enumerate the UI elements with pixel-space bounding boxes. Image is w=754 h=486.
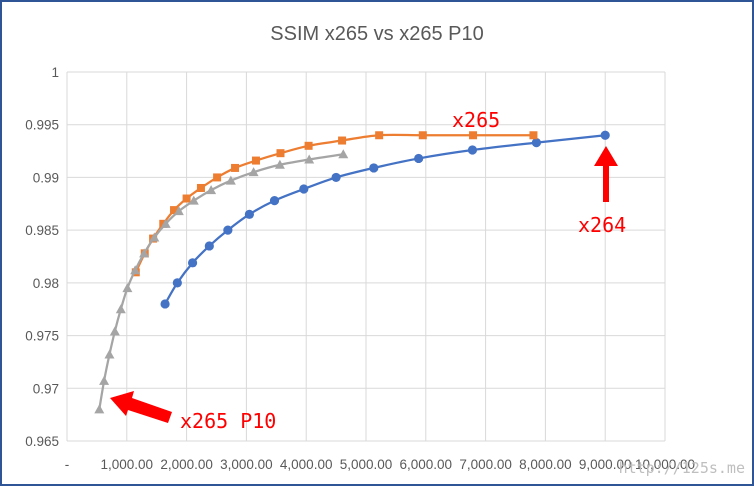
x-tick-label: 4,000.00: [280, 457, 333, 472]
data-point-x265_p10: [160, 218, 171, 228]
data-point-x265_p10: [304, 154, 315, 164]
y-tick-label: 0.975: [25, 329, 59, 344]
data-point-x264: [269, 196, 280, 206]
data-point-x265: [529, 131, 538, 140]
data-point-x264: [160, 299, 170, 309]
data-point-x264: [369, 163, 379, 173]
x-tick-label: 2,000.00: [160, 457, 213, 472]
watermark-text: http://125s.me: [619, 459, 745, 477]
x-tick-label: 10,000.00: [635, 457, 695, 472]
y-tick-label: 0.98: [33, 276, 59, 291]
series-layer: [94, 130, 610, 414]
data-point-x264: [187, 258, 198, 268]
data-point-x265: [276, 149, 285, 158]
data-point-x265: [304, 141, 313, 150]
annotation-x265-p10-arrow: [110, 391, 172, 423]
series-x264: [160, 130, 610, 309]
x-tick-label: 8,000.00: [519, 457, 572, 472]
x-tick-label: 6,000.00: [400, 457, 453, 472]
series-x265_p10: [94, 149, 349, 414]
data-point-x265: [251, 156, 260, 165]
gridlines: [66, 71, 666, 442]
data-point-x265_p10: [248, 167, 259, 177]
annotation-x264-label: x264: [578, 213, 626, 237]
data-point-x265_p10: [122, 283, 133, 293]
data-point-x265_p10: [225, 175, 236, 185]
data-point-x265: [213, 173, 222, 182]
data-point-x264: [531, 138, 542, 148]
data-point-x265_p10: [130, 265, 141, 275]
y-tick-label: 1: [51, 65, 59, 80]
y-tick-label: 0.995: [25, 118, 59, 133]
x-tick-label: 7,000.00: [459, 457, 512, 472]
data-point-x265_p10: [94, 404, 105, 414]
data-point-x265: [375, 131, 384, 140]
data-point-x264: [467, 145, 478, 155]
data-point-x265: [196, 183, 205, 192]
data-point-x265: [170, 206, 179, 215]
data-point-x265: [418, 131, 427, 140]
data-point-x265: [469, 131, 478, 140]
data-point-x265: [338, 136, 347, 145]
data-point-x264: [414, 153, 424, 164]
data-point-x265_p10: [104, 349, 115, 359]
data-point-x265_p10: [115, 304, 126, 314]
y-tick-label: 0.965: [25, 434, 59, 449]
data-point-x264: [223, 225, 233, 235]
data-point-x265_p10: [149, 232, 160, 242]
data-point-x265: [231, 163, 240, 172]
x-tick-label: 1,000.00: [101, 457, 154, 472]
data-point-x264: [600, 130, 610, 140]
annotation-x264-arrow: [594, 146, 618, 202]
data-point-x265_p10: [274, 159, 285, 169]
annotation-x265-p10-label: x265 P10: [180, 409, 276, 433]
data-point-x265_p10: [139, 248, 150, 258]
series-line-x264: [164, 134, 606, 305]
data-point-x265_p10: [109, 326, 120, 336]
data-point-x264: [172, 278, 182, 288]
data-point-x265_p10: [188, 195, 199, 205]
data-point-x264: [244, 209, 254, 219]
data-point-x265: [182, 194, 191, 203]
data-point-x265_p10: [206, 185, 217, 195]
x-tick-label: 5,000.00: [340, 457, 393, 472]
data-point-x265_p10: [338, 149, 349, 159]
chart-title: SSIM x265 vs x265 P10: [270, 23, 483, 45]
y-tick-label: 0.97: [33, 381, 59, 396]
x-tick-label: 3,000.00: [220, 457, 273, 472]
data-point-x264: [204, 241, 214, 251]
data-point-x264: [299, 184, 309, 194]
y-axis-ticks: 0.965 0.97 0.975 0.98 0.985 0.99 0.995 1: [25, 65, 59, 449]
data-point-x265_p10: [99, 375, 110, 385]
y-tick-label: 0.985: [25, 223, 59, 238]
x-tick-label: 9,000.00: [579, 457, 632, 472]
annotations-layer: x265 x264 x265 P10: [110, 108, 626, 433]
x-tick-label: -: [65, 457, 70, 472]
y-tick-label: 0.99: [33, 170, 59, 185]
data-point-x265_p10: [173, 206, 184, 216]
annotation-x265-label: x265: [452, 108, 500, 132]
data-point-x264: [331, 172, 341, 183]
x-axis-ticks: - 1,000.00 2,000.00 3,000.00 4,000.00 5,000.0…: [65, 457, 695, 472]
